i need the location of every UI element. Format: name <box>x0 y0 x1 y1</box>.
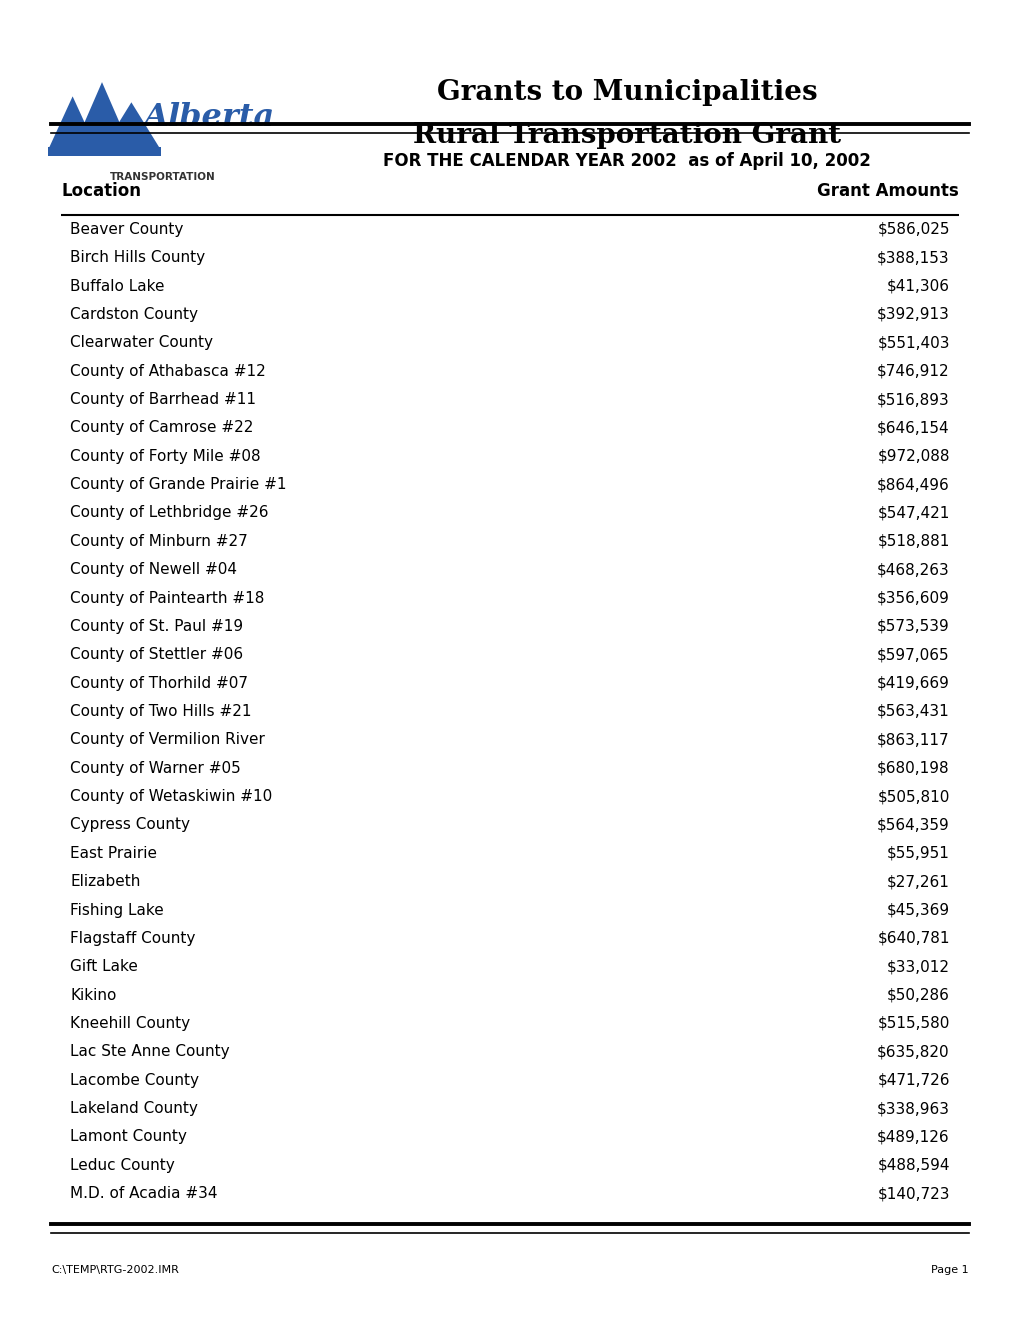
Text: $45,369: $45,369 <box>886 903 949 917</box>
Text: $680,198: $680,198 <box>876 760 949 776</box>
Text: Gift Lake: Gift Lake <box>70 960 138 974</box>
Text: $471,726: $471,726 <box>876 1073 949 1088</box>
Text: Grant Amounts: Grant Amounts <box>816 182 958 201</box>
Text: East Prairie: East Prairie <box>70 846 157 861</box>
Text: $640,781: $640,781 <box>876 931 949 946</box>
Text: $468,263: $468,263 <box>876 562 949 577</box>
Text: $515,580: $515,580 <box>876 1016 949 1031</box>
Text: $50,286: $50,286 <box>887 987 949 1003</box>
Text: $597,065: $597,065 <box>876 647 949 663</box>
Text: County of Newell #04: County of Newell #04 <box>70 562 237 577</box>
Text: County of Paintearth #18: County of Paintearth #18 <box>70 590 264 606</box>
Text: $551,403: $551,403 <box>876 335 949 350</box>
Text: Leduc County: Leduc County <box>70 1158 174 1172</box>
Text: $388,153: $388,153 <box>876 251 949 265</box>
Text: County of Two Hills #21: County of Two Hills #21 <box>70 704 252 719</box>
Text: Lakeland County: Lakeland County <box>70 1101 198 1115</box>
Text: County of St. Paul #19: County of St. Paul #19 <box>70 619 244 634</box>
Text: Cardston County: Cardston County <box>70 308 198 322</box>
Text: lberta: lberta <box>168 102 275 133</box>
Text: Flagstaff County: Flagstaff County <box>70 931 196 946</box>
Text: $547,421: $547,421 <box>876 506 949 520</box>
Text: County of Athabasca #12: County of Athabasca #12 <box>70 363 266 379</box>
Text: $505,810: $505,810 <box>876 789 949 804</box>
Text: County of Camrose #22: County of Camrose #22 <box>70 420 254 436</box>
Text: $573,539: $573,539 <box>876 619 949 634</box>
Bar <box>48 148 161 156</box>
Text: $338,963: $338,963 <box>876 1101 949 1115</box>
Text: County of Wetaskiwin #10: County of Wetaskiwin #10 <box>70 789 272 804</box>
Text: Elizabeth: Elizabeth <box>70 874 141 890</box>
Text: $646,154: $646,154 <box>876 420 949 436</box>
Text: $33,012: $33,012 <box>886 960 949 974</box>
Text: $27,261: $27,261 <box>887 874 949 890</box>
Text: Kneehill County: Kneehill County <box>70 1016 191 1031</box>
Text: Grants to Municipalities: Grants to Municipalities <box>436 79 817 106</box>
Text: $41,306: $41,306 <box>886 279 949 293</box>
Text: Rural Transportation Grant: Rural Transportation Grant <box>413 123 841 149</box>
Text: $746,912: $746,912 <box>876 363 949 379</box>
Text: County of Lethbridge #26: County of Lethbridge #26 <box>70 506 268 520</box>
Text: $564,359: $564,359 <box>876 817 949 833</box>
Text: Kikino: Kikino <box>70 987 116 1003</box>
Text: $586,025: $586,025 <box>876 222 949 236</box>
Text: County of Thorhild #07: County of Thorhild #07 <box>70 676 248 690</box>
Text: County of Forty Mile #08: County of Forty Mile #08 <box>70 449 261 463</box>
Text: $518,881: $518,881 <box>876 533 949 549</box>
Text: Lacombe County: Lacombe County <box>70 1073 199 1088</box>
Text: Location: Location <box>61 182 141 201</box>
Text: $55,951: $55,951 <box>887 846 949 861</box>
Text: Beaver County: Beaver County <box>70 222 183 236</box>
Text: $863,117: $863,117 <box>876 733 949 747</box>
Text: C:\TEMP\RTG-2002.IMR: C:\TEMP\RTG-2002.IMR <box>51 1265 178 1275</box>
Text: County of Grande Prairie #1: County of Grande Prairie #1 <box>70 477 286 492</box>
Text: $516,893: $516,893 <box>876 392 949 407</box>
Text: $864,496: $864,496 <box>876 477 949 492</box>
Text: Cypress County: Cypress County <box>70 817 190 833</box>
Text: Fishing Lake: Fishing Lake <box>70 903 164 917</box>
Text: County of Stettler #06: County of Stettler #06 <box>70 647 244 663</box>
Text: Lac Ste Anne County: Lac Ste Anne County <box>70 1044 229 1060</box>
Text: $419,669: $419,669 <box>876 676 949 690</box>
Text: $563,431: $563,431 <box>876 704 949 719</box>
Text: $489,126: $489,126 <box>876 1130 949 1144</box>
Text: County of Vermilion River: County of Vermilion River <box>70 733 265 747</box>
Text: Buffalo Lake: Buffalo Lake <box>70 279 164 293</box>
Text: $392,913: $392,913 <box>876 308 949 322</box>
Text: $488,594: $488,594 <box>876 1158 949 1172</box>
Text: Clearwater County: Clearwater County <box>70 335 213 350</box>
Text: County of Minburn #27: County of Minburn #27 <box>70 533 248 549</box>
Text: TRANSPORTATION: TRANSPORTATION <box>110 172 216 182</box>
Text: Birch Hills County: Birch Hills County <box>70 251 205 265</box>
Text: County of Warner #05: County of Warner #05 <box>70 760 240 776</box>
Text: A: A <box>144 102 168 133</box>
Text: $140,723: $140,723 <box>876 1187 949 1201</box>
Text: Page 1: Page 1 <box>930 1265 968 1275</box>
Text: $635,820: $635,820 <box>876 1044 949 1060</box>
Polygon shape <box>48 96 97 150</box>
Polygon shape <box>102 103 161 150</box>
Polygon shape <box>72 82 131 150</box>
Text: County of Barrhead #11: County of Barrhead #11 <box>70 392 256 407</box>
Text: FOR THE CALENDAR YEAR 2002  as of April 10, 2002: FOR THE CALENDAR YEAR 2002 as of April 1… <box>383 152 870 170</box>
Text: Lamont County: Lamont County <box>70 1130 186 1144</box>
Text: M.D. of Acadia #34: M.D. of Acadia #34 <box>70 1187 217 1201</box>
Text: $356,609: $356,609 <box>876 590 949 606</box>
Text: $972,088: $972,088 <box>876 449 949 463</box>
